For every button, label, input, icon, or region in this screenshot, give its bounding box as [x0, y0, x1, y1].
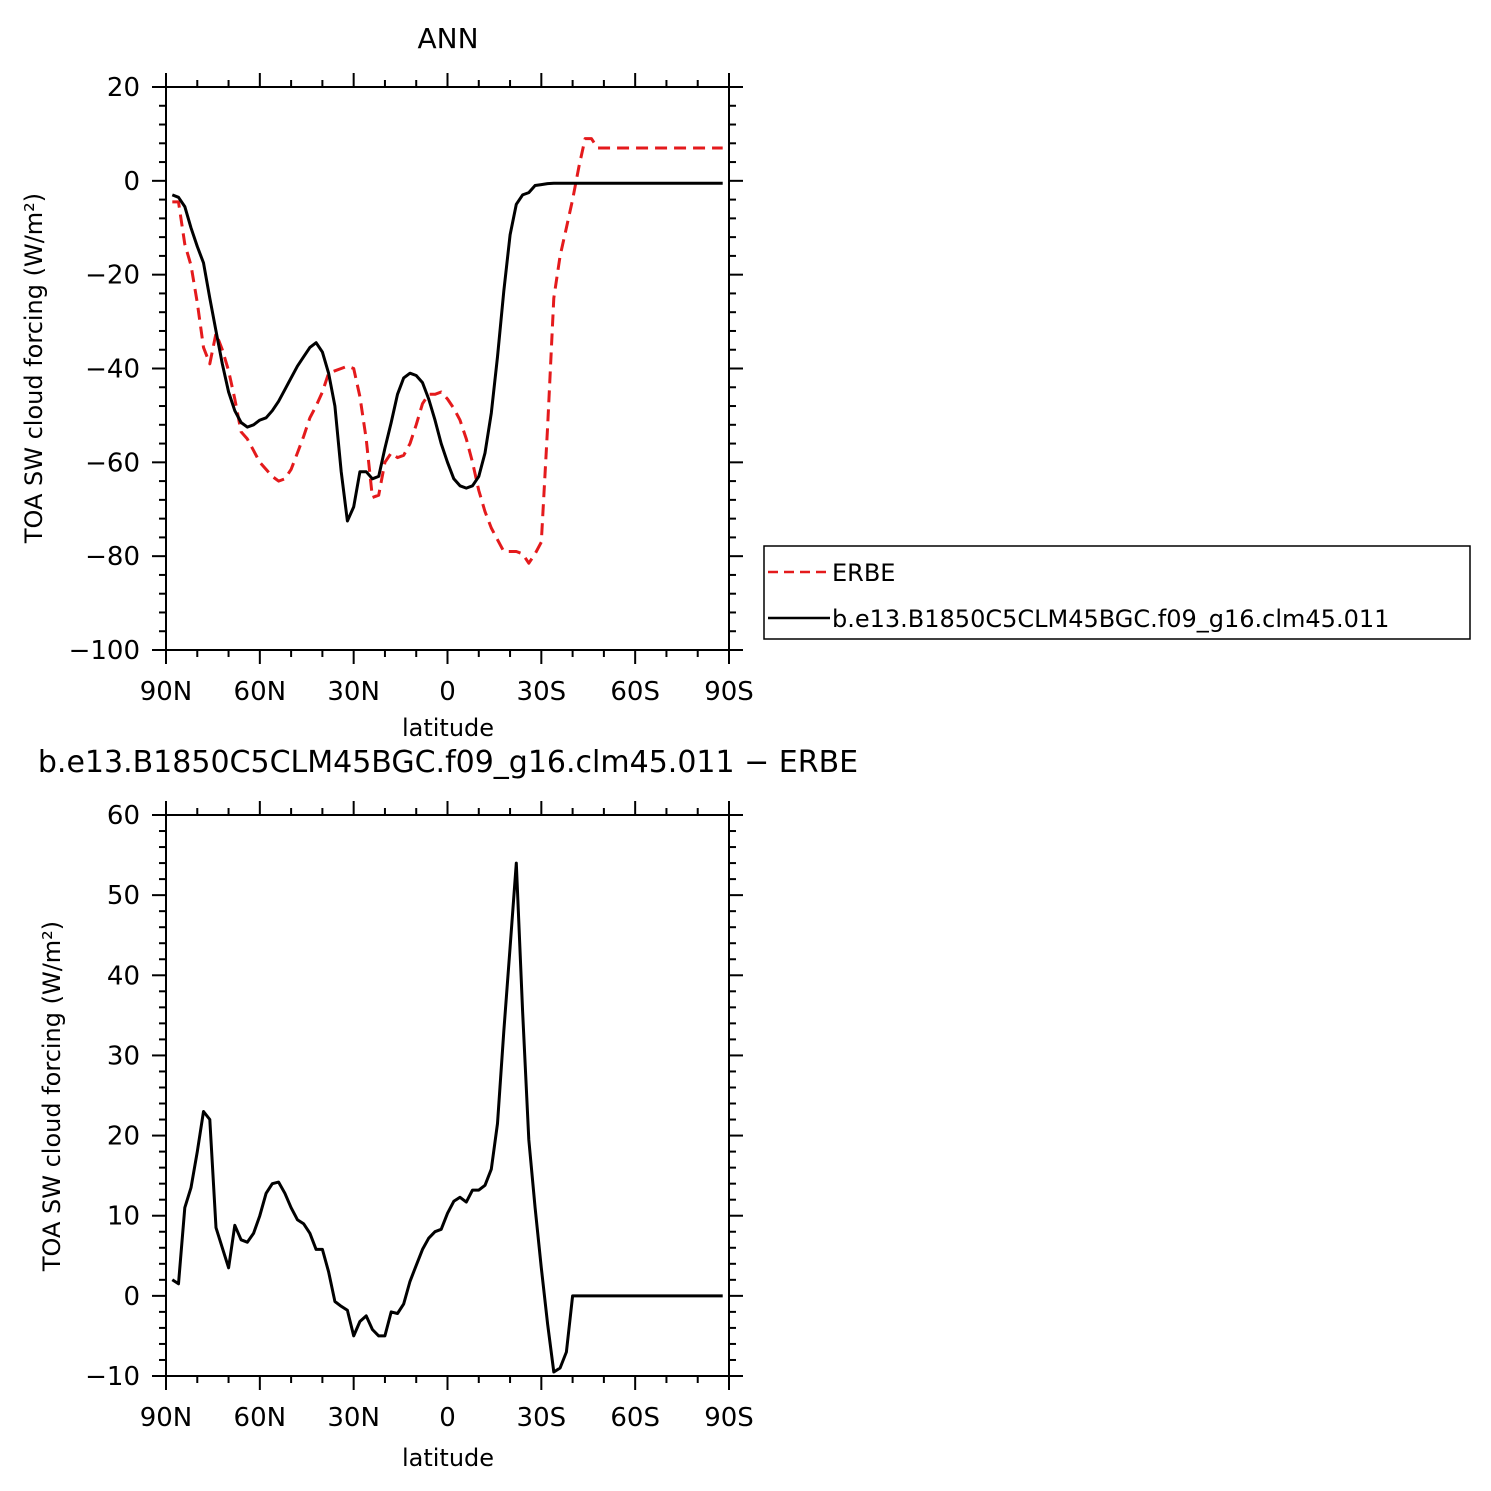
y-tick-label: −100: [69, 636, 140, 666]
series-line-1: [171, 181, 723, 523]
legend-label-model: b.e13.B1850C5CLM45BGC.f09_g16.clm45.011: [832, 605, 1389, 633]
x-tick-label: 90N: [140, 1403, 193, 1433]
y-tick-label: 20: [107, 73, 140, 103]
x-tick-label: 60S: [610, 677, 660, 707]
x-tick-label: 30N: [327, 677, 380, 707]
top-plot-frame: [165, 86, 730, 651]
x-tick-label: 60N: [234, 677, 287, 707]
y-tick-label: −60: [85, 448, 140, 478]
y-tick-label: 0: [123, 1282, 140, 1312]
x-tick-label: 30N: [327, 1403, 380, 1433]
bottom-plot-frame: [165, 814, 730, 1377]
legend-label-erbe: ERBE: [832, 559, 895, 587]
bottom-plot-title: b.e13.B1850C5CLM45BGC.f09_g16.clm45.011 …: [38, 745, 858, 780]
top-plot-xlabel: latitude: [402, 714, 494, 742]
x-tick-label: 90S: [704, 677, 754, 707]
y-tick-label: 20: [107, 1122, 140, 1152]
series-line-0: [171, 861, 723, 1374]
legend: ERBE b.e13.B1850C5CLM45BGC.f09_g16.clm45…: [763, 545, 1471, 640]
x-tick-label: 0: [439, 1403, 456, 1433]
legend-box: [763, 545, 1471, 640]
x-tick-label: 30S: [517, 1403, 567, 1433]
x-tick-label: 30S: [517, 677, 567, 707]
y-tick-label: 50: [107, 881, 140, 911]
y-tick-label: 0: [123, 167, 140, 197]
x-tick-label: 60S: [610, 1403, 660, 1433]
y-tick-label: −40: [85, 355, 140, 385]
y-tick-label: 30: [107, 1041, 140, 1071]
top-plot-title: ANN: [417, 22, 478, 55]
y-tick-label: 60: [107, 801, 140, 831]
y-tick-label: −10: [85, 1362, 140, 1392]
x-tick-label: 60N: [234, 1403, 287, 1433]
series-line-0: [172, 137, 723, 565]
x-tick-label: 0: [439, 677, 456, 707]
y-tick-label: 10: [107, 1202, 140, 1232]
top-plot-ylabel: TOA SW cloud forcing (W/m²): [20, 193, 48, 544]
y-tick-label: 40: [107, 961, 140, 991]
x-tick-label: 90N: [140, 677, 193, 707]
bottom-plot-xlabel: latitude: [402, 1444, 494, 1472]
y-tick-label: −80: [85, 542, 140, 572]
x-tick-label: 90S: [704, 1403, 754, 1433]
y-tick-label: −20: [85, 261, 140, 291]
bottom-plot-ylabel: TOA SW cloud forcing (W/m²): [38, 921, 66, 1272]
bottom-plot-panel: b.e13.B1850C5CLM45BGC.f09_g16.clm45.011 …: [38, 745, 858, 1472]
